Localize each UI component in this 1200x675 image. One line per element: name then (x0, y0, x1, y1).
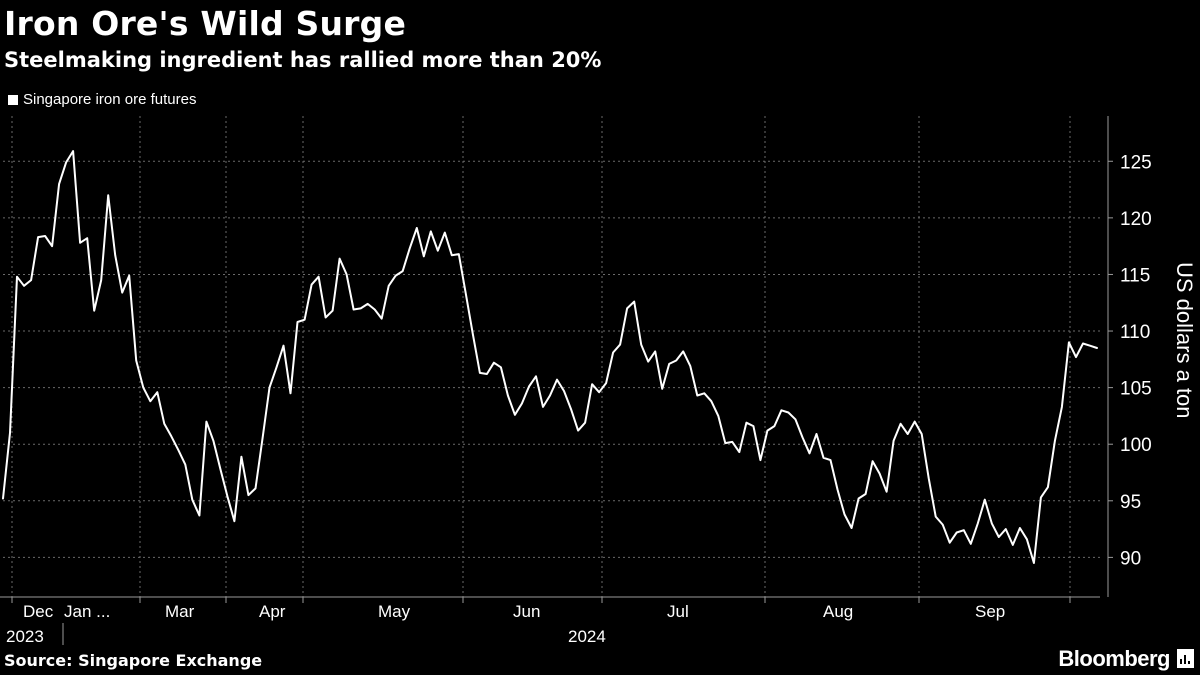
x-month-label: Sep (975, 602, 1005, 621)
y-tick-label: 105 (1120, 379, 1152, 400)
x-month-label: May (378, 602, 411, 621)
legend-swatch (8, 95, 18, 105)
y-tick-label: 95 (1120, 492, 1141, 513)
axis-layer (0, 116, 1113, 645)
series-layer (2, 150, 1098, 564)
x-month-label: Jul (667, 602, 689, 621)
y-tick-label: 110 (1120, 322, 1150, 343)
x-year-label: 2023 (6, 627, 44, 646)
series-line (2, 150, 1098, 564)
legend: Singapore iron ore futures (8, 90, 196, 110)
x-month-label: Aug (823, 602, 853, 621)
grid-layer (3, 116, 1100, 597)
y-tick-label: 100 (1120, 435, 1152, 456)
bloomberg-logo: Bloomberg (1058, 646, 1170, 671)
x-month-label: Dec (23, 602, 54, 621)
chart-title: Iron Ore's Wild Surge (4, 4, 407, 43)
x-month-label: Jan ... (64, 602, 110, 621)
y-tick-label: 125 (1120, 152, 1152, 173)
x-month-label: Mar (165, 602, 195, 621)
x-month-label: Jun (513, 602, 540, 621)
x-year-label: 2024 (568, 627, 606, 646)
y-axis-title: US dollars a ton (1172, 262, 1197, 419)
y-tick-label: 120 (1120, 209, 1152, 230)
legend-label: Singapore iron ore futures (23, 91, 197, 108)
y-tick-label: 115 (1120, 265, 1150, 286)
source-note: Source: Singapore Exchange (4, 651, 263, 670)
bloomberg-terminal-icon (1177, 649, 1194, 668)
y-tick-label: 90 (1120, 548, 1141, 569)
x-month-label: Apr (259, 602, 286, 621)
chart-subtitle: Steelmaking ingredient has rallied more … (4, 48, 602, 72)
label-layer: 90 95 100 105 110 115 120 125 Dec Jan ... Mar Apr Ma… (6, 152, 1197, 646)
